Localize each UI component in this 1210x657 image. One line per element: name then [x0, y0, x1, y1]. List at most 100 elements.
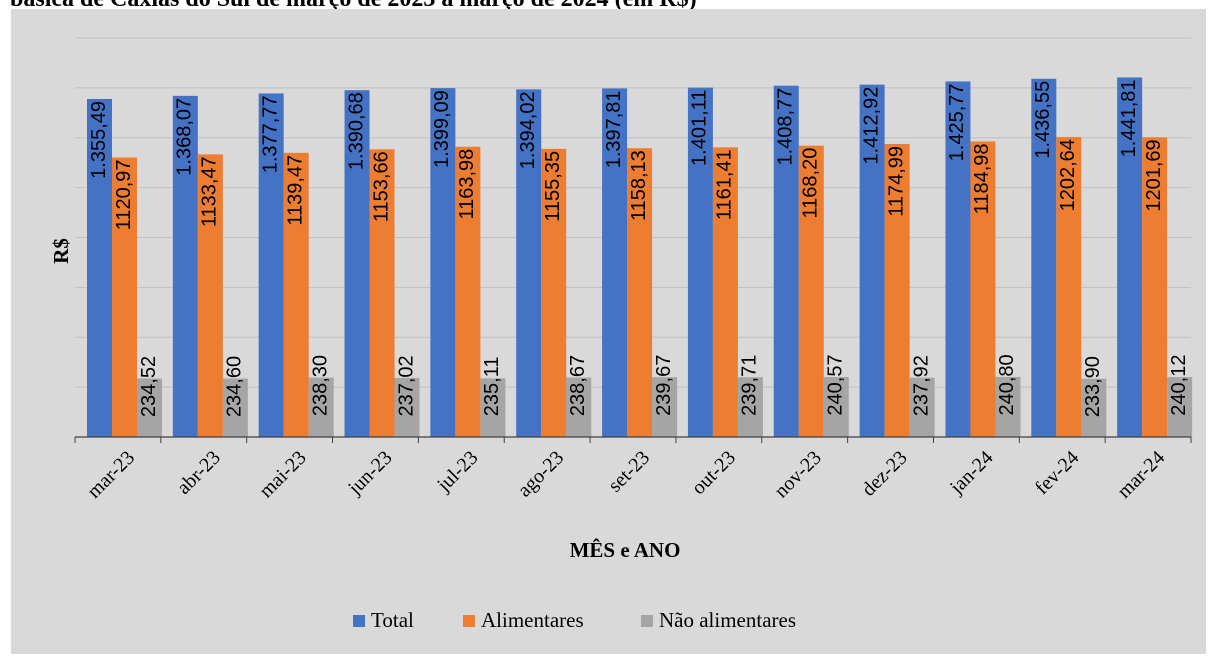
data-label: 1120,97	[113, 159, 135, 230]
data-label: 1.394,02	[517, 91, 539, 169]
bar-alimentares	[541, 148, 567, 438]
bar-não-alimentares	[566, 377, 592, 437]
bar-alimentares	[798, 145, 824, 438]
x-tick-label: jan-24	[945, 447, 997, 499]
bar-total	[258, 93, 284, 437]
bar-total	[516, 89, 542, 437]
bar-chart: 1.355,49 1.368,07 1.377,77 1.390,68 1.399,09…	[49, 37, 1193, 632]
bar-alimentares	[1056, 137, 1082, 437]
data-label: 240,12	[1168, 355, 1190, 416]
data-label: 235,11	[481, 357, 503, 417]
data-label: 1158,13	[628, 150, 650, 221]
data-label: 1163,98	[456, 149, 478, 220]
bar-total	[859, 84, 885, 437]
data-label: 239,67	[653, 355, 675, 416]
data-label: 1168,20	[800, 148, 822, 219]
bar-não-alimentares	[823, 377, 849, 437]
x-tick-label: jun-23	[343, 447, 396, 500]
bar-alimentares	[884, 143, 910, 437]
legend-swatch	[463, 615, 475, 627]
bar-alimentares	[970, 141, 996, 437]
bar-não-alimentares	[308, 377, 334, 437]
bar-alimentares	[369, 149, 395, 437]
x-tick-label: jul-23	[432, 447, 482, 497]
data-label: 1202,64	[1057, 139, 1079, 211]
bar-alimentares	[197, 154, 223, 437]
data-label: 1.408,77	[775, 88, 797, 166]
x-tick-label: set-23	[604, 447, 654, 497]
data-label: 1133,47	[199, 156, 221, 227]
data-label: 1.355,49	[88, 101, 110, 179]
y-axis-label: R$	[49, 238, 73, 264]
x-tick-label: abr-23	[173, 447, 225, 499]
legend-swatch	[641, 615, 653, 627]
data-label: 240,57	[825, 354, 847, 415]
x-axis-label: MÊS e ANO	[570, 538, 681, 562]
legend-swatch	[353, 615, 365, 627]
bar-não-alimentares	[222, 378, 248, 437]
data-label: 239,71	[739, 355, 761, 416]
x-tick-label: ago-23	[513, 447, 568, 502]
bar-não-alimentares	[995, 376, 1021, 437]
data-label: 1153,66	[370, 151, 392, 222]
bar-total	[172, 95, 198, 437]
data-label: 237,02	[395, 355, 417, 416]
bar-total	[344, 90, 370, 438]
data-label: 1.377,77	[259, 95, 281, 173]
bar-alimentares	[283, 152, 309, 437]
legend-entry: Alimentares	[481, 608, 584, 632]
x-tick-label: out-23	[688, 447, 740, 499]
data-label: 1201,69	[1143, 139, 1165, 211]
data-label: 238,30	[309, 355, 331, 416]
bar-total	[773, 85, 799, 437]
x-tick-label: mai-23	[255, 447, 311, 503]
bar-total	[687, 87, 713, 437]
data-label: 1174,99	[885, 146, 907, 217]
data-label: 1.401,11	[689, 90, 711, 166]
bar-não-alimentares	[652, 377, 678, 437]
bar-alimentares	[112, 157, 137, 437]
bar-alimentares	[455, 146, 481, 437]
data-label: 1.412,92	[860, 87, 882, 165]
data-label: 240,80	[996, 354, 1018, 415]
bar-total	[1031, 78, 1057, 437]
bar-total	[945, 81, 971, 437]
data-label: 1139,47	[284, 155, 306, 226]
data-label: 1184,98	[971, 143, 993, 214]
bar-não-alimentares	[480, 378, 506, 437]
bar-total	[430, 88, 456, 437]
data-label: 1161,41	[714, 149, 736, 220]
data-label: 234,60	[224, 356, 246, 417]
x-tick-label: fev-24	[1031, 447, 1083, 499]
data-label: 1.425,77	[946, 83, 968, 161]
x-tick-label: dez-23	[858, 447, 912, 501]
bar-total	[87, 98, 112, 438]
x-tick-label: mar-24	[1113, 447, 1169, 503]
bar-alimentares	[712, 147, 738, 437]
bar-não-alimentares	[394, 377, 420, 437]
bar-alimentares	[627, 148, 653, 437]
data-label: 1.390,68	[345, 92, 367, 170]
bar-não-alimentares	[737, 377, 763, 437]
data-label: 1.399,09	[431, 90, 453, 168]
legend-entry: Total	[371, 608, 414, 632]
data-label: 237,92	[910, 355, 932, 416]
data-label: 1.436,55	[1032, 81, 1054, 159]
legend-entry: Não alimentares	[659, 608, 796, 632]
bar-total	[602, 88, 628, 437]
data-label: 1.368,07	[174, 98, 196, 176]
data-label: 238,67	[567, 355, 589, 416]
bar-não-alimentares	[909, 377, 935, 437]
bar-não-alimentares	[137, 378, 162, 437]
chart-area: 1.355,49 1.368,07 1.377,77 1.390,68 1.399,09…	[11, 9, 1206, 654]
bar-não-alimentares	[1167, 377, 1193, 437]
bar-não-alimentares	[1081, 378, 1107, 437]
x-tick-label: nov-23	[770, 447, 826, 503]
data-label: 1.397,81	[603, 90, 625, 168]
data-label: 1.441,81	[1118, 79, 1140, 157]
bar-alimentares	[1142, 137, 1168, 437]
data-label: 1155,35	[542, 151, 564, 222]
x-tick-label: mar-23	[83, 447, 139, 503]
data-label: 233,90	[1082, 356, 1104, 417]
data-label: 234,52	[138, 356, 160, 417]
